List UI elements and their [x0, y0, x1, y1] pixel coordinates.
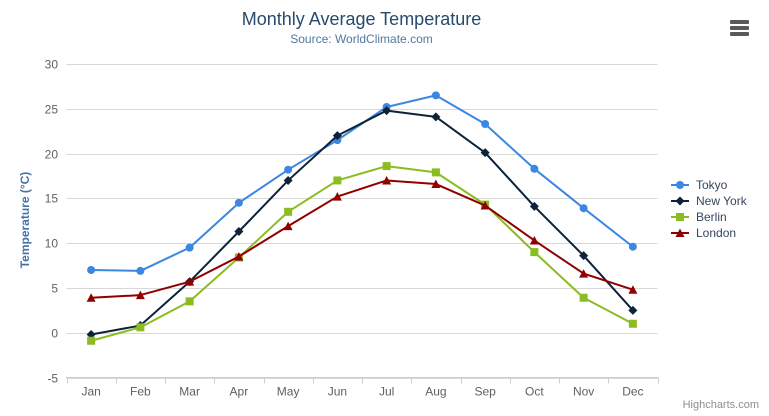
y-axis-label: 25: [45, 103, 59, 117]
x-axis-label-dec: Dec: [622, 385, 643, 399]
export-menu-button[interactable]: [729, 20, 750, 38]
triangle-icon: [671, 228, 689, 237]
data-point-london-nov[interactable]: [579, 269, 589, 278]
legend-item-new-york[interactable]: New York: [671, 193, 747, 209]
data-point-tokyo-oct[interactable]: [530, 164, 539, 173]
data-point-tokyo-dec[interactable]: [628, 242, 637, 251]
series-line-london[interactable]: [90, 179, 634, 299]
data-point-tokyo-mar[interactable]: [185, 243, 194, 252]
y-axis-label: 10: [45, 237, 59, 251]
data-point-london-mar[interactable]: [185, 277, 195, 286]
data-point-berlin-jan[interactable]: [87, 336, 96, 345]
data-point-new-york-aug[interactable]: [431, 112, 441, 122]
y-axis-label: 20: [45, 148, 59, 162]
x-axis-label-jan: Jan: [81, 385, 100, 399]
y-axis-title: Temperature (°C): [18, 171, 32, 269]
data-point-new-york-sep[interactable]: [480, 148, 490, 158]
x-axis-label-feb: Feb: [130, 385, 151, 399]
diamond-icon: [671, 196, 689, 206]
x-axis-label-sep: Sep: [474, 385, 496, 399]
data-point-berlin-jun[interactable]: [333, 176, 342, 185]
data-point-tokyo-sep[interactable]: [481, 120, 490, 129]
data-point-new-york-oct[interactable]: [529, 201, 539, 211]
legend-label: London: [696, 226, 737, 240]
y-axis-label: -5: [47, 372, 58, 386]
data-point-new-york-apr[interactable]: [234, 226, 244, 236]
square-icon: [671, 213, 689, 221]
data-point-tokyo-nov[interactable]: [579, 204, 588, 213]
x-axis-label-nov: Nov: [573, 385, 594, 399]
x-axis-label-oct: Oct: [525, 385, 544, 399]
legend-label: Berlin: [696, 210, 727, 224]
data-point-london-jul[interactable]: [382, 175, 392, 185]
data-point-berlin-oct[interactable]: [530, 248, 539, 257]
data-point-new-york-jan[interactable]: [86, 330, 96, 340]
data-point-london-feb[interactable]: [135, 290, 145, 300]
hamburger-icon: [730, 26, 749, 30]
data-point-berlin-aug[interactable]: [431, 168, 440, 177]
x-axis-label-aug: Aug: [425, 385, 446, 399]
data-point-berlin-feb[interactable]: [136, 323, 145, 332]
data-point-berlin-may[interactable]: [284, 207, 293, 216]
series-line-berlin[interactable]: [90, 165, 634, 342]
credits-link[interactable]: Highcharts.com: [682, 399, 759, 411]
data-point-tokyo-feb[interactable]: [136, 266, 145, 275]
data-point-tokyo-aug[interactable]: [431, 91, 440, 100]
data-point-berlin-mar[interactable]: [185, 297, 194, 306]
legend-item-berlin[interactable]: Berlin: [671, 209, 747, 225]
x-axis-label-apr: Apr: [230, 385, 249, 399]
data-point-london-dec[interactable]: [628, 285, 638, 294]
data-point-tokyo-jan[interactable]: [87, 266, 96, 275]
data-point-london-jan[interactable]: [86, 293, 96, 302]
y-axis-label: 30: [45, 58, 59, 72]
series-line-new-york[interactable]: [90, 109, 634, 336]
y-axis-label: 5: [51, 282, 58, 296]
data-point-london-jun[interactable]: [332, 192, 342, 201]
hamburger-icon: [730, 20, 749, 24]
legend: Tokyo New York Berlin London: [671, 177, 747, 241]
series-line-tokyo[interactable]: [90, 94, 634, 272]
legend-label: New York: [696, 194, 747, 208]
x-axis-label-may: May: [277, 385, 300, 399]
data-point-london-sep[interactable]: [480, 201, 490, 210]
legend-item-tokyo[interactable]: Tokyo: [671, 177, 747, 193]
data-point-new-york-dec[interactable]: [628, 305, 638, 315]
y-axis-label: 15: [45, 192, 59, 206]
chart-title: Monthly Average Temperature: [241, 9, 482, 29]
data-point-tokyo-apr[interactable]: [234, 198, 243, 207]
legend-label: Tokyo: [696, 178, 728, 192]
x-axis-label-jul: Jul: [379, 385, 394, 399]
data-point-berlin-nov[interactable]: [579, 293, 588, 302]
x-axis-label-mar: Mar: [179, 385, 200, 399]
data-point-london-apr[interactable]: [234, 252, 244, 261]
data-point-berlin-jul[interactable]: [382, 162, 391, 171]
circle-icon: [671, 181, 689, 189]
legend-item-london[interactable]: London: [671, 225, 747, 241]
data-point-london-aug[interactable]: [431, 179, 441, 189]
data-point-london-may[interactable]: [283, 221, 293, 231]
data-point-new-york-jul[interactable]: [382, 106, 392, 116]
data-point-berlin-dec[interactable]: [628, 319, 637, 328]
x-axis-label-jun: Jun: [328, 385, 347, 399]
y-axis-label: 0: [51, 327, 58, 341]
data-point-new-york-nov[interactable]: [579, 251, 589, 261]
data-point-london-oct[interactable]: [529, 235, 539, 245]
chart-subtitle: Source: WorldClimate.com: [290, 32, 433, 46]
data-point-new-york-may[interactable]: [283, 175, 293, 185]
data-point-tokyo-may[interactable]: [284, 165, 293, 174]
data-point-new-york-jun[interactable]: [332, 131, 342, 141]
hamburger-icon: [730, 32, 749, 36]
